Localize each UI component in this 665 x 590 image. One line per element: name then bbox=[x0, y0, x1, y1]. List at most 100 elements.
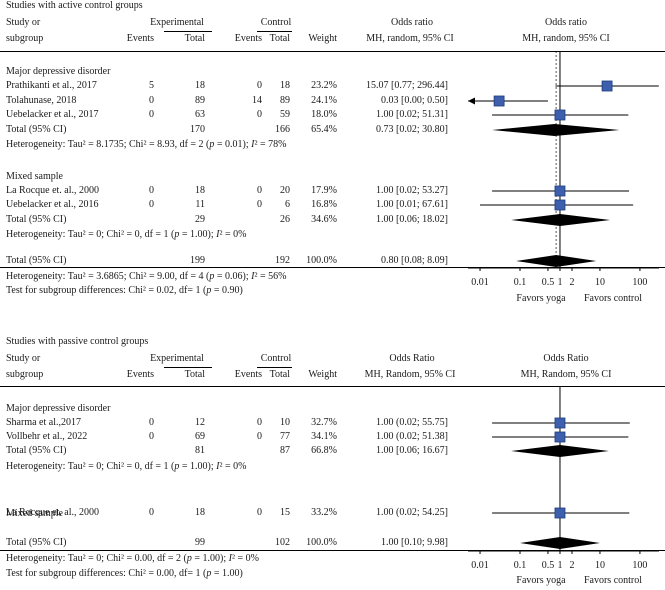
x-tick-label: 10 bbox=[594, 560, 605, 571]
het-text: ² = 0% bbox=[219, 461, 247, 472]
subgroup-total-label: Total (95% CI) bbox=[6, 214, 67, 225]
p-symbol: p bbox=[174, 229, 180, 240]
het-text: ² = 0% bbox=[219, 229, 247, 240]
ci-cell: 1.00 [0.02; 51.31] bbox=[376, 109, 448, 120]
x-tick-label: 10 bbox=[594, 277, 605, 288]
overall-total-label: Total (95% CI) bbox=[6, 537, 67, 548]
ci-cell: 1.00 (0.02; 51.38] bbox=[376, 431, 448, 442]
x-tick-label: 0.5 bbox=[541, 560, 555, 571]
ctrl-total-cell: 18 bbox=[280, 80, 290, 91]
ctrl-total-cell: 20 bbox=[280, 185, 290, 196]
subgroup-name: Mixed sample bbox=[6, 508, 63, 519]
study-name: Uebelacker et al., 2017 bbox=[6, 109, 99, 120]
subgroup-total-label: Total (95% CI) bbox=[6, 124, 67, 135]
header-experimental: Experimental bbox=[150, 17, 204, 28]
study-name: Sharma et al.,2017 bbox=[6, 417, 81, 428]
het-text: ² = 56% bbox=[254, 271, 287, 282]
overall-diamond bbox=[516, 255, 597, 267]
test-text: Test for subgroup differences: Chi² = 0.… bbox=[6, 568, 207, 579]
ci-cell: 0.80 [0.08; 8.09] bbox=[381, 255, 448, 266]
subgroup-total-label: Total (95% CI) bbox=[6, 445, 67, 456]
ci-cell: 1.00 [0.06; 18.02] bbox=[376, 214, 448, 225]
header-exp-events: Events bbox=[126, 369, 154, 380]
x-tick-label: 0.5 bbox=[541, 277, 555, 288]
bottom-rule bbox=[0, 550, 665, 551]
exp-total-cell: 170 bbox=[190, 124, 205, 135]
exp-events-cell: 0 bbox=[149, 199, 154, 210]
exp-total-cell: 199 bbox=[190, 255, 205, 266]
test-text: Test for subgroup differences: Chi² = 0.… bbox=[6, 285, 207, 296]
study-marker bbox=[554, 507, 566, 519]
weight-cell: 17.9% bbox=[311, 185, 337, 196]
header-or-method: MH, random, 95% CI bbox=[366, 33, 454, 44]
overall-heterogeneity: Heterogeneity: Tau² = 0; Chi² = 0.00, df… bbox=[6, 553, 259, 565]
ctrl-events-cell: 0 bbox=[257, 185, 262, 196]
header-ctrl-events: Events bbox=[234, 369, 262, 380]
subgroup-diamond bbox=[511, 445, 609, 457]
study-name: Uebelacker et al., 2016 bbox=[6, 199, 99, 210]
ctrl-total-cell: 166 bbox=[275, 124, 290, 135]
exp-events-cell: 0 bbox=[149, 109, 154, 120]
study-marker bbox=[554, 431, 566, 443]
subgroup-test: Test for subgroup differences: Chi² = 0.… bbox=[6, 568, 243, 580]
header-ctrl-events: Events bbox=[234, 33, 262, 44]
weight-cell: 34.1% bbox=[311, 431, 337, 442]
i2-symbol: I bbox=[251, 139, 255, 150]
het-text: ² = 78% bbox=[254, 139, 287, 150]
study-name: Prathikanti et al., 2017 bbox=[6, 80, 97, 91]
subgroup-diamond bbox=[511, 214, 611, 226]
exp-total-cell: 18 bbox=[195, 185, 205, 196]
subgroup-heterogeneity: Heterogeneity: Tau² = 0; Chi² = 0, df = … bbox=[6, 229, 246, 241]
header-weight: Weight bbox=[308, 369, 337, 380]
header-ctrl-total: Total bbox=[269, 369, 290, 380]
weight-cell: 65.4% bbox=[311, 124, 337, 135]
overall-heterogeneity: Heterogeneity: Tau² = 3.6865; Chi² = 9.0… bbox=[6, 271, 286, 283]
header-rule-experimental bbox=[164, 367, 212, 368]
het-text: = 0.06); bbox=[214, 271, 252, 282]
header-rule-experimental bbox=[164, 31, 212, 32]
ci-cell: 1.00 [0.02; 53.27] bbox=[376, 185, 448, 196]
ctrl-events-cell: 0 bbox=[257, 80, 262, 91]
study-marker bbox=[554, 199, 566, 211]
header-rule-control bbox=[257, 367, 292, 368]
exp-total-cell: 11 bbox=[195, 199, 205, 210]
p-symbol: p bbox=[206, 285, 212, 296]
header-or-title: Odds Ratio bbox=[389, 353, 435, 364]
favors-left-label: Favors yoga bbox=[516, 293, 566, 304]
het-text: Heterogeneity: Tau² = 0; Chi² = 0, df = … bbox=[6, 229, 175, 240]
p-symbol: p bbox=[209, 139, 215, 150]
weight-cell: 24.1% bbox=[311, 95, 337, 106]
het-text: = 1.00); bbox=[191, 553, 229, 564]
het-text: Heterogeneity: Tau² = 0; Chi² = 0, df = … bbox=[6, 461, 175, 472]
header-rule-control bbox=[257, 31, 292, 32]
i2-symbol: I bbox=[216, 229, 220, 240]
exp-total-cell: 81 bbox=[195, 445, 205, 456]
overall-total-label: Total (95% CI) bbox=[6, 255, 67, 266]
subgroup-heterogeneity: Heterogeneity: Tau² = 0; Chi² = 0, df = … bbox=[6, 461, 246, 473]
x-tick-label: 0.01 bbox=[471, 277, 489, 288]
weight-cell: 23.2% bbox=[311, 80, 337, 91]
exp-events-cell: 0 bbox=[149, 95, 154, 106]
header-control: Control bbox=[260, 17, 292, 28]
subgroup-name: Mixed sample bbox=[6, 171, 63, 182]
ctrl-total-cell: 59 bbox=[280, 109, 290, 120]
subgroup-test: Test for subgroup differences: Chi² = 0.… bbox=[6, 285, 243, 297]
ctrl-total-cell: 77 bbox=[280, 431, 290, 442]
header-rule bbox=[0, 386, 665, 387]
exp-total-cell: 29 bbox=[195, 214, 205, 225]
subgroup-name: Major depressive disorder bbox=[6, 403, 111, 414]
ci-cell: 1.00 [0.01; 67.61] bbox=[376, 199, 448, 210]
header-or-title: Odds ratio bbox=[391, 17, 433, 28]
test-text: = 0.90) bbox=[211, 285, 243, 296]
het-text: Heterogeneity: Tau² = 3.6865; Chi² = 9.0… bbox=[6, 271, 210, 282]
subgroup-heterogeneity: Heterogeneity: Tau² = 8.1735; Chi² = 8.9… bbox=[6, 139, 286, 151]
ci-cell: 1.00 [0.10; 9.98] bbox=[381, 537, 448, 548]
study-name: Tolahunase, 2018 bbox=[6, 95, 77, 106]
ctrl-total-cell: 192 bbox=[275, 255, 290, 266]
i2-symbol: I bbox=[251, 271, 255, 282]
het-text: Heterogeneity: Tau² = 8.1735; Chi² = 8.9… bbox=[6, 139, 210, 150]
header-subgroup: subgroup bbox=[6, 33, 44, 44]
ctrl-total-cell: 15 bbox=[280, 507, 290, 518]
weight-cell: 32.7% bbox=[311, 417, 337, 428]
